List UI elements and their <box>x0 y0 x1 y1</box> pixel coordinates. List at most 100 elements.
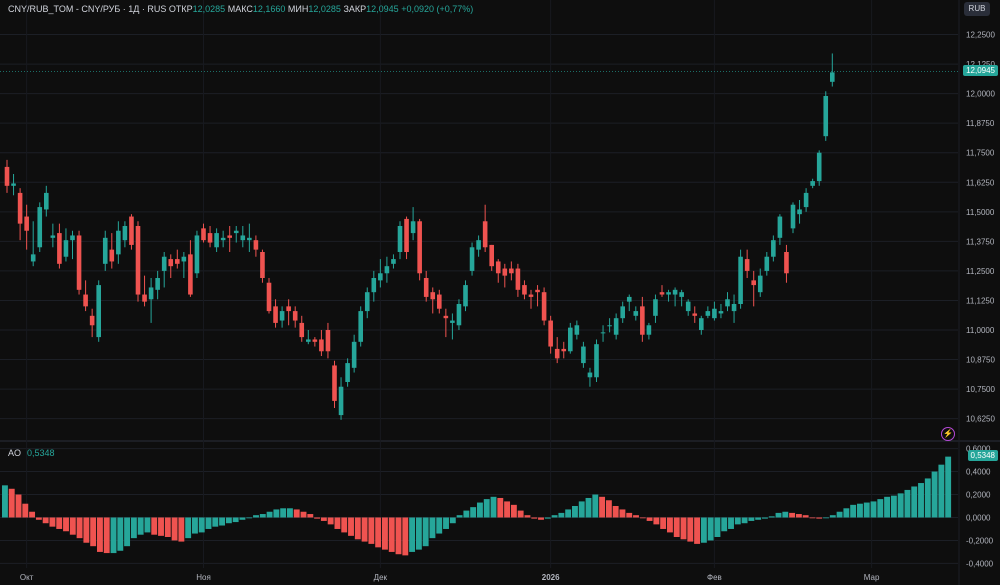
ao-bar <box>192 517 198 534</box>
ao-label[interactable]: AO <box>8 448 22 458</box>
candle-body <box>76 235 82 290</box>
ao-tick-label: 0,6000 <box>966 445 991 454</box>
ao-bar <box>762 517 768 519</box>
candle <box>744 249 750 278</box>
candle-body <box>482 221 488 248</box>
candle-body <box>319 339 324 352</box>
candle-body <box>233 230 239 234</box>
ao-bar <box>280 508 287 518</box>
ao-bar <box>768 516 775 518</box>
ao-bar <box>884 496 891 518</box>
ao-bar <box>572 506 578 518</box>
ao-bar <box>97 517 103 552</box>
candle-body <box>679 292 684 297</box>
candle <box>17 188 23 241</box>
ao-bar <box>510 504 517 518</box>
low-label: МИН <box>287 4 309 14</box>
ao-bar <box>544 517 551 519</box>
candle-body <box>266 282 272 312</box>
ao-bar <box>273 509 280 518</box>
ao-tick-label: 0,4000 <box>966 468 991 477</box>
candle-body <box>299 322 305 338</box>
ao-bar <box>626 512 633 518</box>
ao-bar <box>334 517 341 529</box>
candle <box>692 306 698 323</box>
candle <box>404 216 409 260</box>
candle-body <box>456 304 462 326</box>
candle-body <box>594 344 599 378</box>
candle-body <box>332 365 337 401</box>
candle <box>332 360 337 408</box>
candle <box>633 306 639 321</box>
ao-bar <box>667 517 673 533</box>
candle-body <box>613 318 619 335</box>
candle <box>391 254 396 269</box>
candle <box>397 221 403 260</box>
ao-bar <box>918 483 924 518</box>
lightning-icon[interactable]: ⚡ <box>941 427 955 441</box>
candle-body <box>574 325 580 335</box>
ao-bar <box>300 511 307 518</box>
ao-bar <box>375 517 382 548</box>
candle <box>24 204 29 250</box>
ao-bar <box>551 515 558 518</box>
candle <box>568 322 573 354</box>
ao-bar <box>714 517 721 537</box>
ao-bar <box>673 517 680 537</box>
candle-body <box>96 285 101 338</box>
candle <box>122 221 128 248</box>
candle-body <box>371 278 377 293</box>
ao-bar <box>422 517 429 547</box>
ao-bar <box>721 517 728 532</box>
ao-bar <box>314 517 321 519</box>
candle <box>30 221 36 267</box>
time-tick-label: Дек <box>374 573 388 582</box>
ao-bar <box>212 517 219 527</box>
symbol-title[interactable]: CNY/RUB_TOM - CNY/РУБ · 1Д · RUS <box>8 4 167 14</box>
candle-body <box>757 275 763 293</box>
candle-body <box>771 240 776 257</box>
ao-bar <box>2 485 8 518</box>
candle-body <box>273 306 278 323</box>
ao-tick-label: -0,4000 <box>966 559 994 568</box>
ao-bar <box>232 517 239 523</box>
ao-bar <box>538 517 544 520</box>
candle <box>705 306 711 319</box>
candle <box>482 204 488 252</box>
ao-bar <box>171 517 178 541</box>
candle <box>273 299 278 328</box>
candle-body <box>528 294 534 297</box>
candle-body <box>823 96 829 137</box>
ao-bar <box>836 511 843 518</box>
ao-bar <box>185 517 192 539</box>
candle <box>266 278 272 314</box>
candle <box>247 223 252 252</box>
candle <box>535 285 540 307</box>
candle-body <box>83 294 88 307</box>
candle <box>725 292 730 312</box>
ao-bar <box>504 501 511 518</box>
candle <box>620 301 625 323</box>
ao-bar <box>850 504 857 518</box>
candle-body <box>44 192 49 210</box>
candle <box>306 330 311 345</box>
candle <box>528 289 534 309</box>
candle-body <box>548 320 553 347</box>
candle-body <box>24 216 29 231</box>
candle-body <box>437 294 442 309</box>
ao-bar <box>341 517 348 533</box>
ao-bar <box>775 512 782 518</box>
price-tick-label: 11,2500 <box>966 267 995 276</box>
candle <box>109 233 115 269</box>
candle <box>574 320 580 340</box>
ao-bar <box>660 517 667 529</box>
candle <box>325 322 331 359</box>
ao-bar <box>158 517 164 536</box>
candle-body <box>148 287 154 300</box>
currency-button[interactable]: RUB <box>964 2 990 16</box>
ao-bar <box>415 517 422 550</box>
ao-bar <box>137 517 144 535</box>
candle-body <box>509 268 514 274</box>
candle-body <box>168 259 174 267</box>
